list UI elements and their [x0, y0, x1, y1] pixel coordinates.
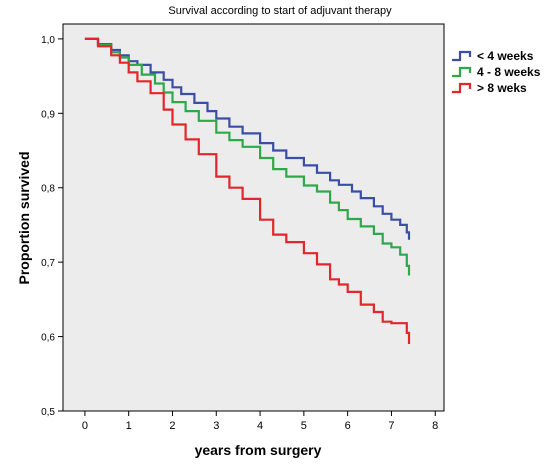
x-tick-label: 5	[301, 420, 307, 432]
x-tick-label: 1	[126, 420, 132, 432]
series-line-3	[84, 37, 411, 344]
x-tick-label: 8	[432, 420, 438, 432]
x-tick-label: 4	[257, 420, 263, 432]
y-axis-label: Proportion survived	[16, 151, 32, 284]
plot-area	[62, 23, 445, 412]
series-line-2	[84, 37, 411, 276]
legend-label-1: < 4 weeks	[477, 49, 534, 63]
legend-label-2: 4 - 8 weeks	[477, 65, 541, 79]
legend-swatch-3	[452, 82, 472, 94]
y-tick-label: 0,7	[41, 258, 55, 269]
x-tick-label: 6	[345, 420, 351, 432]
y-tick-label: 0,9	[41, 109, 55, 120]
x-tick-label: 0	[82, 420, 88, 432]
x-tick-label: 2	[169, 420, 175, 432]
y-tick-label: 0,8	[41, 184, 55, 195]
y-tick-label: 0,6	[41, 333, 55, 344]
legend-swatch-1	[452, 50, 472, 62]
y-tick-label: 0,5	[41, 407, 55, 418]
x-axis-label: years from surgery	[195, 442, 322, 458]
legend-label-3: > 8 weks	[477, 81, 527, 95]
legend-swatch-2	[452, 66, 472, 78]
y-tick-label: 1,0	[41, 35, 55, 46]
chart-title: Survival according to start of adjuvant …	[168, 5, 392, 17]
series-line-1	[84, 37, 411, 240]
x-tick-label: 3	[213, 420, 219, 432]
x-tick-label: 7	[388, 420, 394, 432]
